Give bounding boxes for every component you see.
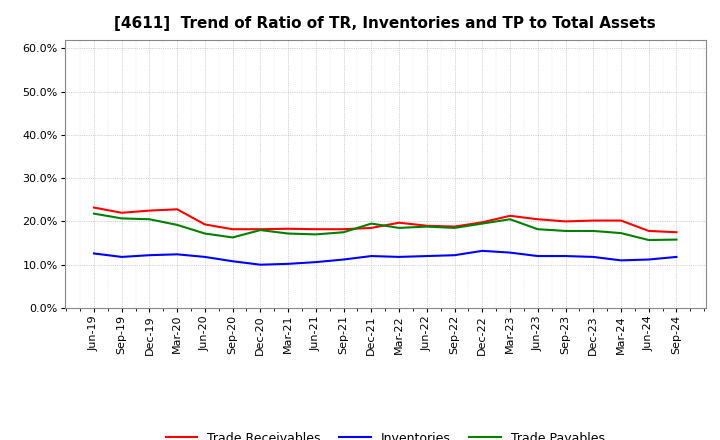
Trade Receivables	[589, 218, 598, 223]
Inventories	[561, 253, 570, 259]
Inventories	[284, 261, 292, 267]
Trade Payables	[478, 221, 487, 226]
Line: Trade Payables: Trade Payables	[94, 214, 677, 240]
Inventories	[616, 258, 625, 263]
Trade Payables	[256, 227, 265, 233]
Inventories	[89, 251, 98, 256]
Trade Payables	[312, 232, 320, 237]
Legend: Trade Receivables, Inventories, Trade Payables: Trade Receivables, Inventories, Trade Pa…	[161, 427, 610, 440]
Trade Receivables	[672, 230, 681, 235]
Inventories	[423, 253, 431, 259]
Inventories	[450, 253, 459, 258]
Trade Payables	[505, 216, 514, 222]
Trade Receivables	[505, 213, 514, 218]
Trade Payables	[589, 228, 598, 234]
Inventories	[256, 262, 265, 268]
Trade Payables	[561, 228, 570, 234]
Trade Payables	[89, 211, 98, 216]
Trade Receivables	[478, 220, 487, 225]
Trade Receivables	[423, 223, 431, 228]
Inventories	[589, 254, 598, 260]
Inventories	[201, 254, 210, 260]
Trade Receivables	[644, 228, 653, 234]
Inventories	[145, 253, 154, 258]
Inventories	[478, 248, 487, 253]
Trade Receivables	[256, 227, 265, 232]
Trade Payables	[395, 225, 403, 231]
Trade Payables	[117, 216, 126, 221]
Trade Payables	[644, 238, 653, 243]
Trade Payables	[672, 237, 681, 242]
Inventories	[644, 257, 653, 262]
Trade Payables	[145, 216, 154, 222]
Trade Payables	[228, 235, 237, 240]
Line: Trade Receivables: Trade Receivables	[94, 208, 677, 232]
Trade Receivables	[450, 224, 459, 229]
Title: [4611]  Trend of Ratio of TR, Inventories and TP to Total Assets: [4611] Trend of Ratio of TR, Inventories…	[114, 16, 656, 32]
Inventories	[367, 253, 376, 259]
Inventories	[672, 254, 681, 260]
Trade Payables	[450, 225, 459, 231]
Inventories	[228, 259, 237, 264]
Trade Receivables	[534, 216, 542, 222]
Trade Receivables	[201, 222, 210, 227]
Trade Receivables	[173, 207, 181, 212]
Inventories	[505, 250, 514, 255]
Trade Payables	[173, 222, 181, 227]
Trade Receivables	[117, 210, 126, 216]
Trade Receivables	[312, 227, 320, 232]
Trade Payables	[284, 231, 292, 236]
Trade Payables	[534, 227, 542, 232]
Trade Receivables	[395, 220, 403, 225]
Line: Inventories: Inventories	[94, 251, 677, 265]
Trade Payables	[367, 221, 376, 226]
Trade Receivables	[89, 205, 98, 210]
Trade Payables	[339, 230, 348, 235]
Trade Receivables	[561, 219, 570, 224]
Trade Payables	[423, 224, 431, 229]
Inventories	[339, 257, 348, 262]
Trade Receivables	[339, 227, 348, 232]
Trade Payables	[201, 231, 210, 236]
Inventories	[312, 260, 320, 265]
Trade Receivables	[367, 225, 376, 231]
Trade Payables	[616, 231, 625, 236]
Inventories	[173, 252, 181, 257]
Inventories	[534, 253, 542, 259]
Inventories	[395, 254, 403, 260]
Trade Receivables	[616, 218, 625, 223]
Trade Receivables	[284, 226, 292, 231]
Trade Receivables	[145, 208, 154, 213]
Inventories	[117, 254, 126, 260]
Trade Receivables	[228, 227, 237, 232]
